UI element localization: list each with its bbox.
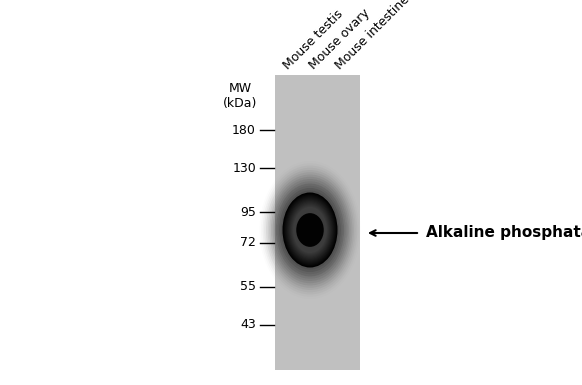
Text: Mouse ovary: Mouse ovary [307,7,372,72]
Ellipse shape [296,211,324,249]
Ellipse shape [269,174,351,286]
Ellipse shape [292,204,329,256]
Ellipse shape [282,192,338,268]
Ellipse shape [290,203,329,257]
Ellipse shape [303,220,317,240]
Ellipse shape [272,179,347,281]
Ellipse shape [276,184,344,276]
Text: 43: 43 [240,318,256,331]
Ellipse shape [286,197,334,263]
Text: 95: 95 [240,206,256,219]
Ellipse shape [266,170,354,290]
Ellipse shape [302,219,318,241]
Ellipse shape [285,196,335,264]
Text: 55: 55 [240,281,256,293]
Text: 72: 72 [240,236,256,249]
Ellipse shape [287,199,333,261]
Ellipse shape [299,215,321,245]
Ellipse shape [271,177,349,283]
Ellipse shape [268,172,352,288]
Text: Mouse testis: Mouse testis [281,7,346,72]
Ellipse shape [297,212,324,248]
Ellipse shape [293,207,327,253]
Text: MW
(kDa): MW (kDa) [223,82,257,110]
Ellipse shape [279,188,341,272]
Ellipse shape [297,213,322,247]
Ellipse shape [288,200,332,260]
Ellipse shape [281,190,339,270]
Text: Alkaline phosphatase: Alkaline phosphatase [426,226,582,241]
Ellipse shape [278,186,342,274]
Text: 180: 180 [232,124,256,137]
Bar [275,75,360,370]
Ellipse shape [300,216,320,243]
Ellipse shape [299,214,322,246]
Ellipse shape [289,202,331,258]
Ellipse shape [304,221,317,239]
Ellipse shape [274,181,346,279]
Ellipse shape [292,206,328,254]
Text: 130: 130 [232,161,256,174]
Ellipse shape [283,194,336,266]
Ellipse shape [296,213,324,247]
Ellipse shape [289,201,331,259]
Ellipse shape [301,218,319,242]
Ellipse shape [294,208,326,252]
Ellipse shape [295,209,325,251]
Ellipse shape [284,195,336,265]
Text: Mouse intestine: Mouse intestine [333,0,412,72]
Ellipse shape [282,192,338,268]
